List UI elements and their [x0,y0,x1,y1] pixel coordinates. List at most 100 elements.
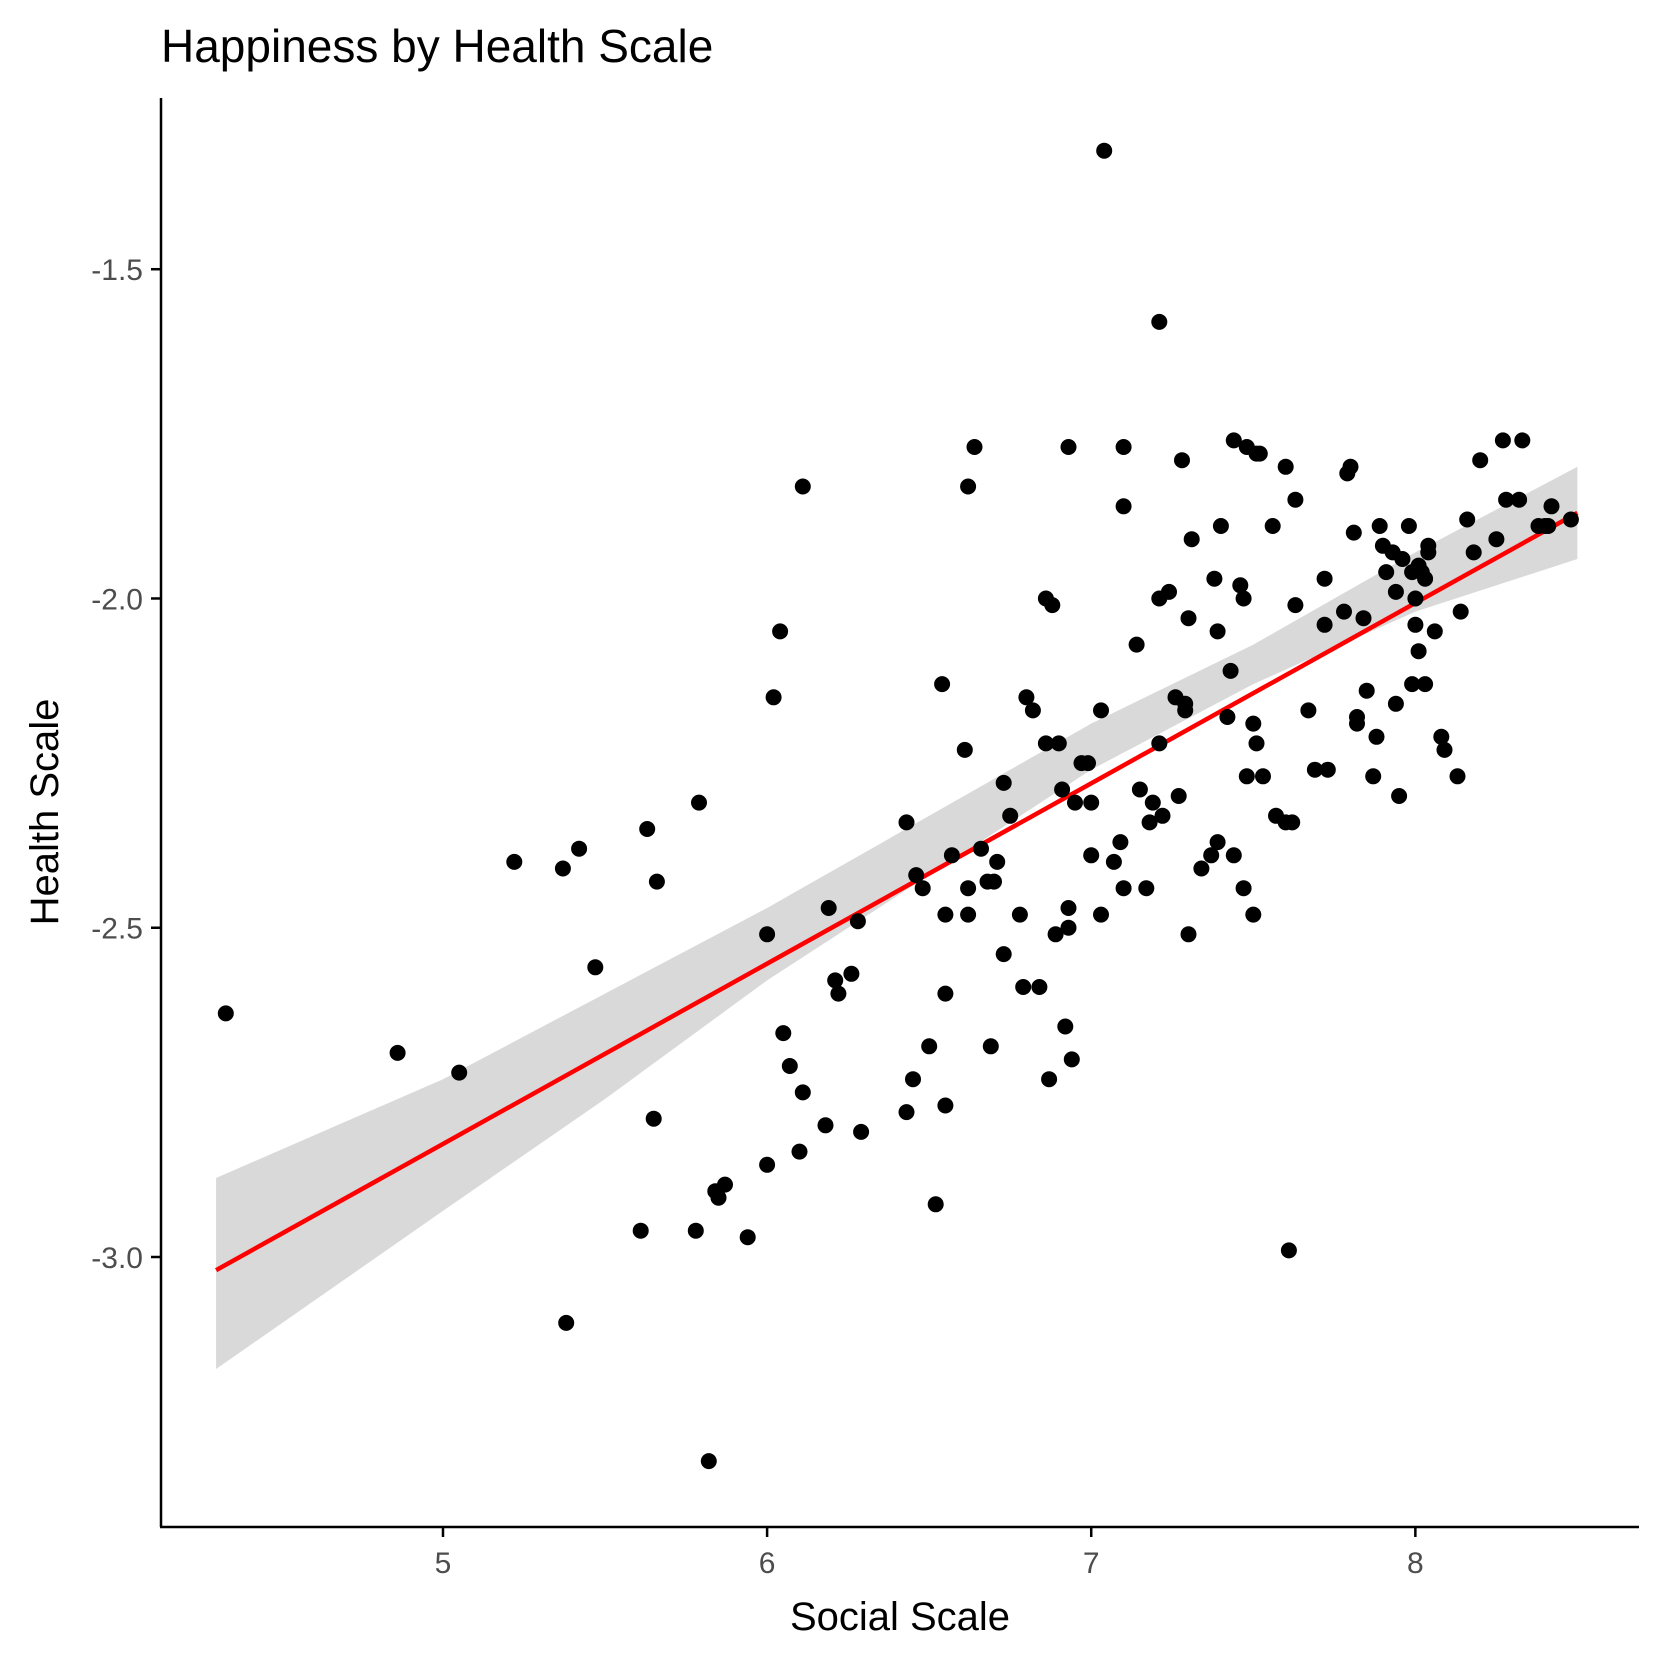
data-point [1417,570,1434,587]
data-point [759,926,776,943]
data-point [1459,511,1476,528]
data-point [849,913,866,930]
data-point [1222,662,1239,679]
data-point [1232,577,1249,594]
data-point [853,1123,870,1140]
data-point [1024,702,1041,719]
data-point [1015,979,1032,995]
data-point [914,880,931,897]
data-point [1511,491,1528,508]
data-point [960,880,977,897]
data-point [1394,551,1411,567]
fit-line [215,510,1579,1273]
data-point [1540,518,1557,534]
data-point [995,946,1012,963]
data-point [791,1143,808,1160]
data-point [1287,491,1304,508]
data-point [1174,452,1190,469]
data-point [1436,741,1453,758]
data-point [1031,979,1048,995]
data-point [1319,761,1336,778]
data-point [1514,432,1531,449]
data-point [1154,807,1171,824]
data-point [687,1222,704,1239]
data-point [571,840,588,857]
data-point [1219,709,1236,725]
data-point [1206,570,1223,587]
data-point [1096,142,1113,159]
data-point [1044,597,1061,614]
data-point [1054,781,1071,798]
data-point [937,985,954,1002]
data-point [1225,432,1242,449]
y-tick-label: -3.0 [91,1242,143,1275]
data-point [1141,814,1158,831]
data-point [1345,524,1362,541]
data-point [1105,853,1122,870]
data-point [1280,1242,1297,1259]
data-point [1144,794,1161,811]
data-point [1128,636,1145,653]
x-tick-label: 7 [1083,1547,1100,1580]
data-point [1183,531,1200,548]
y-axis-ticks: -3.0 -2.5 -2.0 -1.5 [91,254,161,1275]
data-point [921,1038,938,1055]
data-point [1284,814,1301,831]
data-point [639,821,656,837]
data-point [1037,735,1054,752]
data-point [1387,583,1404,600]
data-point [451,1064,468,1081]
data-point [1420,544,1437,561]
data-point [1235,590,1252,607]
data-point [1433,728,1450,745]
data-point [1277,458,1294,475]
data-point [1138,880,1155,897]
data-point [632,1222,649,1239]
data-point [389,1044,406,1061]
data-point [989,853,1006,870]
chart-title: Happiness by Health Scale [161,20,713,72]
data-point [905,1071,921,1088]
data-point [827,972,844,989]
data-point [1112,834,1129,851]
data-point [554,860,571,877]
data-point [1494,432,1511,449]
data-point [648,873,665,890]
data-point [1060,439,1077,455]
data-point [898,1104,915,1121]
data-point [934,676,951,693]
data-point [765,689,782,706]
data-point [1180,610,1197,627]
data-point [1378,564,1395,581]
data-point [937,906,954,923]
data-point [1093,906,1109,923]
data-point [1041,1071,1058,1088]
data-point [217,1005,234,1022]
data-point [794,478,811,495]
data-point [1115,439,1132,455]
data-point [960,478,977,495]
data-point [1387,695,1404,712]
data-point [1083,847,1100,864]
data-point [1368,728,1385,745]
data-point [1180,926,1197,943]
data-point [1170,788,1187,804]
data-point [1235,880,1252,897]
data-point [1161,583,1177,600]
data-point [1067,794,1083,811]
data-point [973,840,989,857]
data-point [1316,616,1333,633]
data-point [1255,768,1271,785]
data-point [898,814,915,831]
y-axis-title: Health Scale [23,699,67,926]
data-point [1093,702,1109,719]
data-point [1498,491,1515,508]
data-point [506,853,523,870]
data-point [1543,498,1560,515]
data-point [830,985,847,1002]
data-point [1417,676,1434,693]
data-point [1316,570,1333,587]
data-point [1115,498,1132,515]
data-point [966,439,983,455]
